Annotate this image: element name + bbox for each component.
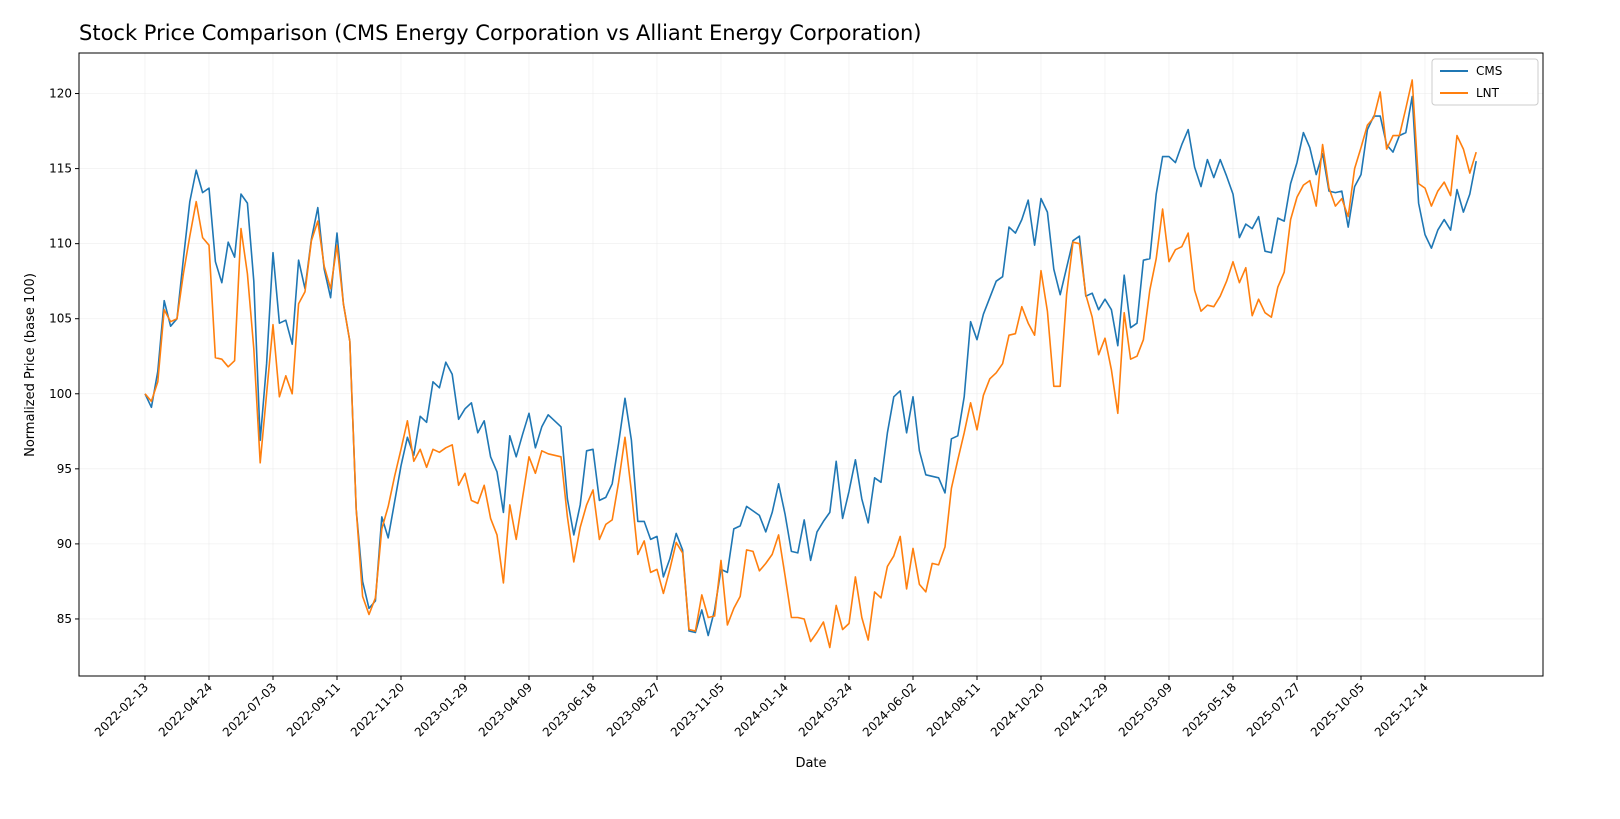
- y-tick-label: 95: [57, 462, 72, 476]
- y-tick-label: 85: [57, 612, 72, 626]
- y-axis: 85 90 95 100 105 110 115 120: [49, 87, 79, 626]
- chart-title: Stock Price Comparison (CMS Energy Corpo…: [79, 21, 921, 45]
- legend-label-lnt: LNT: [1476, 86, 1500, 100]
- series-lines: [144, 79, 1477, 649]
- legend-label-cms: CMS: [1476, 64, 1502, 78]
- y-tick-label: 115: [49, 162, 72, 176]
- legend: CMS LNT: [1431, 58, 1539, 106]
- y-axis-label: Normalized Price (base 100): [23, 273, 38, 457]
- y-tick-label: 110: [49, 237, 72, 251]
- y-tick-label: 120: [49, 87, 72, 101]
- series-line-lnt: [144, 79, 1477, 649]
- grid: [79, 53, 1543, 676]
- y-tick-label: 100: [49, 387, 72, 401]
- x-axis-label: Date: [795, 756, 826, 771]
- y-tick-label: 90: [57, 537, 72, 551]
- plot-frame: [78, 52, 1544, 677]
- y-tick-label: 105: [49, 312, 72, 326]
- series-line-cms: [144, 95, 1477, 637]
